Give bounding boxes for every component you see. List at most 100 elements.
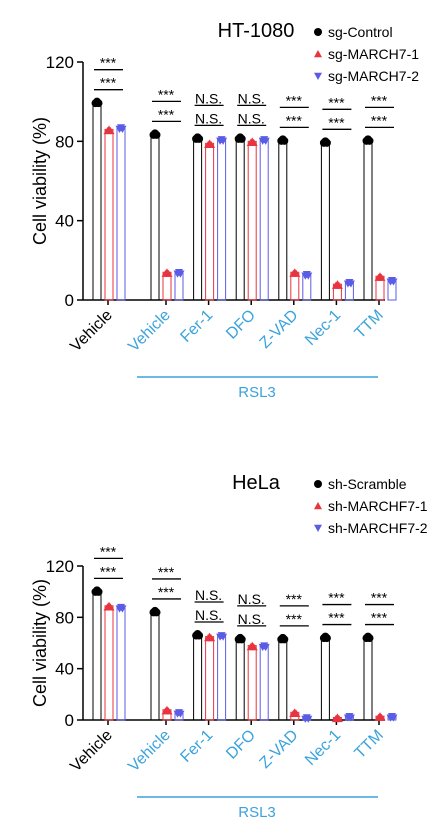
point	[195, 631, 204, 640]
point	[334, 714, 343, 723]
point	[365, 136, 374, 145]
point	[219, 633, 228, 641]
significance-label: ***	[286, 611, 303, 627]
significance-label: ***	[328, 114, 345, 130]
bar	[235, 136, 245, 301]
bar	[259, 645, 269, 721]
legend-marker	[314, 524, 322, 532]
x-tick-label: Nec-1	[302, 727, 344, 769]
significance-label: ***	[100, 563, 117, 579]
point	[249, 643, 258, 651]
significance-label: N.S.	[195, 607, 222, 623]
significance-label: ***	[158, 86, 175, 102]
group-label: RSL3	[238, 384, 276, 401]
bar	[217, 634, 227, 721]
point	[334, 281, 343, 289]
point	[377, 273, 386, 281]
significance-label: ***	[100, 55, 117, 71]
significance-label: N.S.	[238, 90, 265, 106]
y-tick-label: 120	[46, 53, 74, 72]
significance-label: N.S.	[238, 110, 265, 126]
y-tick-label: 80	[55, 132, 74, 151]
bar	[174, 271, 184, 301]
y-axis-label: Cell viability (%)	[30, 117, 50, 245]
significance-label: ***	[328, 610, 345, 626]
x-tick-label: DFO	[223, 307, 259, 343]
x-tick-label: Vehicle	[125, 307, 174, 356]
point	[389, 278, 398, 286]
significance-label: ***	[371, 590, 388, 606]
y-tick-label: 40	[55, 212, 74, 231]
y-axis-label: Cell viability (%)	[30, 579, 50, 707]
point	[164, 269, 173, 277]
point	[322, 138, 331, 147]
group-label: RSL3	[238, 804, 276, 821]
significance-label: N.S.	[195, 90, 222, 106]
point	[152, 130, 161, 139]
x-tick-label: Vehicle	[67, 307, 116, 356]
legend-label: sg-Control	[328, 24, 393, 40]
significance-label: ***	[158, 564, 175, 580]
x-tick-label: Z-VAD	[257, 727, 302, 772]
point	[106, 126, 115, 135]
legend-label: sg-MARCH7-1	[328, 46, 419, 62]
bar	[247, 140, 257, 301]
legend-label: sh-MARCHF7-2	[328, 520, 428, 536]
bar	[217, 138, 227, 301]
point	[94, 587, 103, 596]
chart-title: HT-1080	[218, 20, 295, 42]
significance-label: N.S.	[195, 110, 222, 126]
point	[346, 280, 355, 288]
bar	[259, 138, 269, 301]
point	[237, 134, 246, 143]
point	[261, 137, 270, 145]
y-tick-label: 80	[55, 608, 74, 627]
x-tick-label: Z-VAD	[257, 307, 302, 352]
point	[94, 99, 103, 108]
bar	[363, 636, 373, 721]
legend-marker	[314, 502, 322, 510]
significance-label: ***	[158, 584, 175, 600]
y-tick-label: 0	[65, 711, 74, 730]
point	[176, 270, 185, 278]
point	[346, 714, 355, 722]
point	[152, 608, 161, 617]
bar	[92, 589, 102, 721]
legend-marker	[314, 50, 322, 58]
bar	[193, 136, 203, 301]
significance-label: ***	[100, 543, 117, 559]
point	[207, 634, 216, 642]
significance-label: ***	[286, 92, 303, 108]
significance-label: N.S.	[238, 611, 265, 627]
bar	[205, 636, 215, 721]
bar	[104, 605, 114, 721]
significance-label: ***	[371, 610, 388, 626]
x-tick-label: DFO	[223, 727, 259, 763]
point	[377, 713, 386, 721]
bar	[278, 138, 288, 301]
point	[207, 140, 216, 149]
bar	[193, 633, 203, 721]
point	[164, 707, 173, 715]
point	[304, 272, 313, 280]
legend-label: sg-MARCH7-2	[328, 68, 419, 84]
significance-label: ***	[371, 112, 388, 128]
significance-label: N.S.	[195, 587, 222, 603]
x-tick-label: TTM	[352, 307, 387, 342]
bar	[116, 606, 126, 721]
bar	[92, 101, 102, 301]
bar	[104, 128, 114, 301]
y-tick-label: 40	[55, 660, 74, 679]
point	[365, 634, 374, 643]
significance-label: ***	[328, 590, 345, 606]
bar	[150, 610, 160, 721]
significance-label: N.S.	[238, 591, 265, 607]
point	[118, 125, 127, 133]
significance-label: ***	[371, 92, 388, 108]
bar	[205, 142, 215, 301]
point	[304, 715, 313, 723]
x-tick-label: Vehicle	[125, 727, 174, 776]
significance-label: ***	[100, 75, 117, 91]
point	[195, 134, 204, 143]
significance-label: ***	[286, 591, 303, 607]
